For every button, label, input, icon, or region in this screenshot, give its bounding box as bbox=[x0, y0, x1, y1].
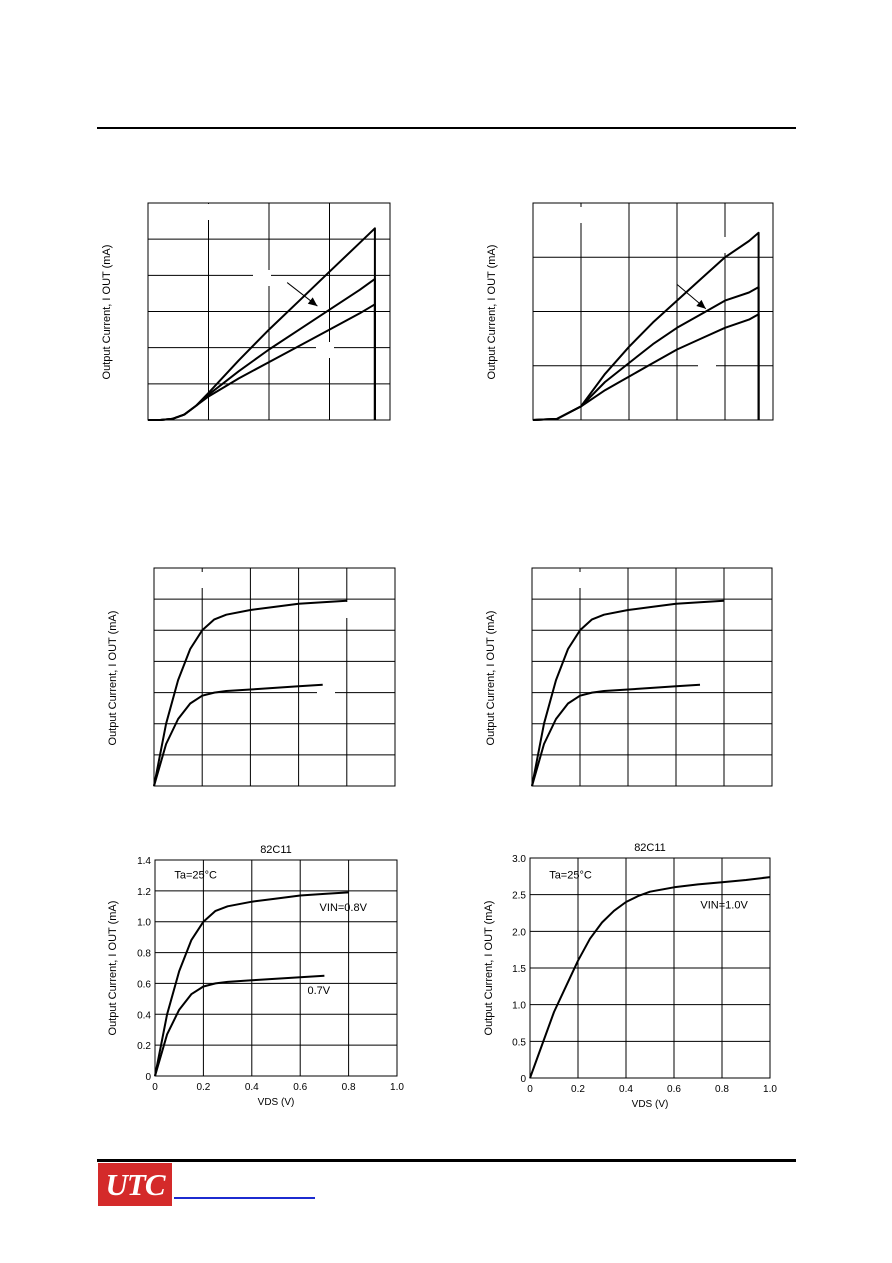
plot-frame bbox=[153, 567, 396, 787]
y-axis-label: Output Current, I OUT (mA) bbox=[485, 611, 497, 746]
x-tick-label: 0 bbox=[152, 1082, 158, 1093]
label-gap bbox=[200, 204, 218, 220]
y-tick-label: 0.2 bbox=[137, 1041, 151, 1052]
y-tick-label: 0.4 bbox=[137, 1010, 151, 1021]
y-tick-label: 1.2 bbox=[137, 887, 151, 898]
y-tick-label: 0 bbox=[520, 1074, 526, 1085]
label-gap bbox=[339, 602, 357, 618]
series-line bbox=[529, 876, 771, 1079]
series-line bbox=[532, 313, 760, 421]
y-tick-label: 3.0 bbox=[512, 854, 526, 865]
utc-logo: UTC bbox=[98, 1163, 172, 1206]
x-tick-label: 0.4 bbox=[619, 1084, 633, 1095]
chart-title: 82C11 bbox=[260, 844, 292, 856]
label-gap bbox=[193, 572, 211, 588]
series-line bbox=[531, 599, 725, 787]
annotation-label: VIN=1.0V bbox=[700, 900, 748, 912]
series-line bbox=[148, 277, 376, 421]
logo-text: UTC bbox=[105, 1166, 166, 1202]
y-tick-label: 2.0 bbox=[512, 927, 526, 938]
x-tick-label: 0.8 bbox=[342, 1082, 356, 1093]
plot-frame bbox=[532, 202, 774, 421]
annotation-label: 0.7V bbox=[307, 985, 330, 997]
y-tick-label: 1.4 bbox=[137, 856, 151, 867]
label-gap bbox=[698, 358, 716, 374]
plot-frame bbox=[531, 567, 773, 787]
header-rule bbox=[97, 127, 796, 129]
plot-frame bbox=[154, 859, 398, 1077]
y-tick-label: 1.0 bbox=[137, 918, 151, 929]
footer-link-underline[interactable] bbox=[174, 1197, 315, 1199]
y-tick-label: 0.8 bbox=[137, 949, 151, 960]
series-line bbox=[531, 683, 701, 787]
x-axis-label: VDS (V) bbox=[632, 1099, 669, 1110]
x-tick-label: 0.6 bbox=[293, 1082, 307, 1093]
label-gap bbox=[253, 270, 271, 286]
annotation-label: VIN=0.8V bbox=[320, 902, 368, 914]
y-axis-label: Output Current, I OUT (mA) bbox=[107, 611, 119, 746]
plot-frame bbox=[147, 202, 391, 421]
x-tick-label: 1.0 bbox=[390, 1082, 404, 1093]
x-axis-label: VDS (V) bbox=[258, 1097, 295, 1108]
x-tick-label: 0.6 bbox=[667, 1084, 681, 1095]
x-tick-label: 0 bbox=[527, 1084, 533, 1095]
footer-rule bbox=[97, 1159, 796, 1162]
y-tick-label: 1.5 bbox=[512, 964, 526, 975]
label-gap bbox=[316, 342, 334, 358]
series-line bbox=[153, 599, 347, 787]
plot-frame bbox=[529, 857, 771, 1079]
x-tick-label: 0.2 bbox=[571, 1084, 585, 1095]
x-tick-label: 0.2 bbox=[196, 1082, 210, 1093]
y-tick-label: 0.6 bbox=[137, 979, 151, 990]
y-axis-label: Output Current, I OUT (mA) bbox=[486, 245, 498, 380]
series-line bbox=[148, 303, 376, 421]
x-tick-label: 0.4 bbox=[245, 1082, 259, 1093]
y-tick-label: 1.0 bbox=[512, 1001, 526, 1012]
y-tick-label: 2.5 bbox=[512, 891, 526, 902]
series-line bbox=[153, 683, 323, 787]
label-gap bbox=[569, 572, 587, 588]
annotation-label: Ta=25°C bbox=[549, 870, 592, 882]
y-tick-label: 0 bbox=[145, 1072, 151, 1083]
chart-title: 82C11 bbox=[634, 842, 666, 854]
x-tick-label: 0.8 bbox=[715, 1084, 729, 1095]
y-axis-label: Output Current, I OUT (mA) bbox=[101, 245, 113, 380]
series-line bbox=[154, 891, 349, 1077]
series-line bbox=[154, 974, 325, 1077]
y-axis-label: Output Current, I OUT (mA) bbox=[107, 901, 119, 1036]
y-axis-label: Output Current, I OUT (mA) bbox=[483, 901, 495, 1036]
label-gap bbox=[718, 237, 736, 253]
x-tick-label: 1.0 bbox=[763, 1084, 777, 1095]
annotation-label: Ta=25°C bbox=[174, 870, 217, 882]
annotation-arrowhead bbox=[696, 299, 706, 309]
y-tick-label: 0.5 bbox=[512, 1037, 526, 1048]
label-gap bbox=[569, 207, 587, 223]
label-gap bbox=[317, 682, 335, 698]
annotation-arrowhead bbox=[307, 297, 318, 307]
